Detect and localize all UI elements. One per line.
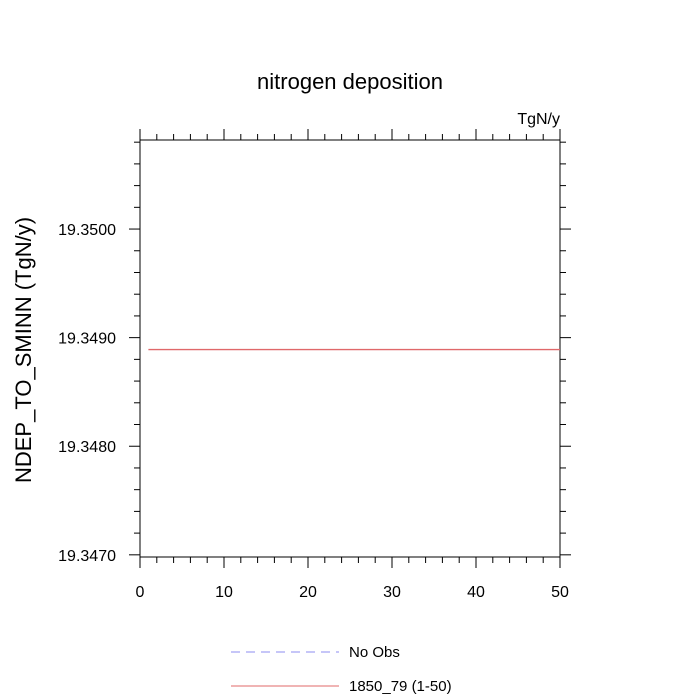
x-tick-label: 50: [551, 584, 569, 601]
legend-label-0: No Obs: [349, 644, 400, 661]
units-label: TgN/y: [517, 111, 560, 128]
legend: No Obs 1850_79 (1-50): [231, 644, 452, 695]
legend-label-1: 1850_79 (1-50): [349, 678, 452, 695]
x-tick-label: 0: [136, 584, 145, 601]
y-tick-label: 19.3480: [58, 439, 116, 456]
chart-title: nitrogen deposition: [257, 69, 443, 94]
x-tick-label: 10: [215, 584, 233, 601]
x-tick-label: 40: [467, 584, 485, 601]
axis-ticks: [129, 129, 571, 568]
x-tick-label: 30: [383, 584, 401, 601]
plot-frame: [139, 139, 561, 558]
tick-labels: 0 10 20 30 40 50 19.3470 19.3480 19.3490 19.3500: [58, 222, 569, 601]
y-axis-label: NDEP_TO_SMINN (TgN/y): [11, 217, 36, 483]
y-tick-label: 19.3490: [58, 331, 116, 348]
x-tick-label: 20: [299, 584, 317, 601]
y-tick-label: 19.3470: [58, 548, 116, 565]
y-tick-label: 19.3500: [58, 222, 116, 239]
